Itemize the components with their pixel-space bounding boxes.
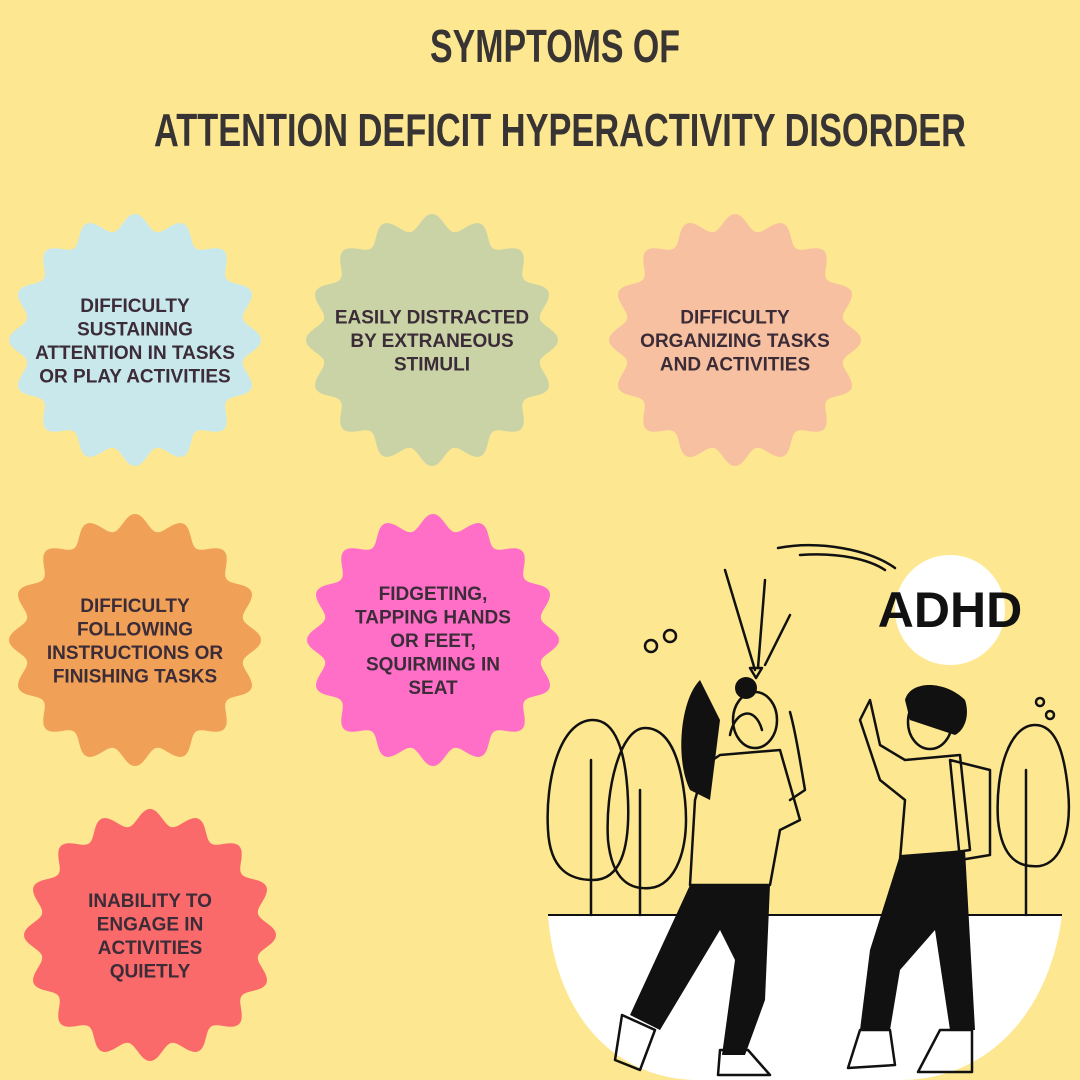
symptom-text: INABILITY TO ENGAGE IN ACTIVITIES QUIETLY [88, 891, 212, 983]
girl-head [731, 690, 779, 750]
stress-lines [723, 568, 792, 672]
symptom-line: ORGANIZING TASKS [640, 331, 830, 352]
symptom-line: AND ACTIVITIES [660, 355, 810, 376]
title-line: ATTENTION DEFICIT HYPERACTIVITY DISORDER [154, 104, 966, 156]
symptom-line: FIDGETING, [379, 584, 488, 605]
boy-backpack [948, 758, 992, 862]
symptom-bubble [9, 214, 261, 466]
symptom-bubble [306, 214, 558, 466]
symptom-text: EASILY DISTRACTED BY EXTRANEOUS STIMULI [335, 308, 529, 376]
symptom-line: INSTRUCTIONS OR [47, 643, 224, 664]
bubble-dot [1044, 709, 1056, 721]
girl-shoes [613, 1013, 772, 1077]
symptom-line: ENGAGE IN [97, 914, 204, 935]
girl-hair [681, 680, 720, 800]
girl-pants [630, 885, 770, 1055]
symptom-text: DIFFICULTY FOLLOWING INSTRUCTIONS OR FINISH… [47, 596, 224, 688]
symptom-line: DIFFICULTY [680, 308, 790, 329]
bubble-dot [643, 638, 659, 654]
symptom-line: DIFFICULTY [80, 296, 190, 317]
adhd-label: ADHD [878, 582, 1022, 638]
girl-arms [728, 710, 807, 802]
symptom-bubble [9, 514, 261, 766]
symptom-line: SUSTAINING [77, 319, 193, 340]
symptom-bubbles: DIFFICULTY SUSTAINING ATTENTION IN TASKS OR… [9, 214, 861, 1061]
bubble-dot [662, 628, 678, 644]
symptom-line: BY EXTRANEOUS [350, 331, 513, 352]
symptom-line: OR PLAY ACTIVITIES [39, 366, 230, 387]
symptom-line: DIFFICULTY [80, 596, 190, 617]
tree [996, 723, 1071, 868]
symptom-line: TAPPING HANDS [355, 608, 511, 629]
symptom-line: QUIETLY [110, 961, 191, 982]
symptom-line: STIMULI [394, 355, 470, 376]
tree [606, 726, 688, 890]
motion-line [776, 543, 897, 570]
title-line: SYMPTOMS OF [430, 20, 680, 72]
symptom-line: SQUIRMING IN [366, 655, 500, 676]
motion-line [798, 553, 887, 572]
label-circle [895, 555, 1005, 665]
bubble-dot [1034, 696, 1046, 708]
symptom-line: OR FEET, [390, 631, 476, 652]
symptom-line: FINISHING TASKS [53, 666, 217, 687]
symptom-line: ACTIVITIES [98, 938, 203, 959]
boy-shirt [858, 698, 972, 862]
symptom-text: DIFFICULTY ORGANIZING TASKS AND ACTIVITIES [640, 308, 830, 376]
illustration: ADHD [546, 543, 1071, 1080]
symptom-bubble [24, 809, 276, 1061]
boy-pants [860, 850, 975, 1030]
symptom-line: FOLLOWING [77, 619, 193, 640]
tree [546, 718, 630, 882]
boy-shoes [846, 1028, 974, 1074]
stress-mark [748, 666, 764, 680]
symptom-line: EASILY DISTRACTED [335, 308, 529, 329]
symptom-text: DIFFICULTY SUSTAINING ATTENTION IN TASKS OR… [35, 296, 235, 388]
symptom-text: FIDGETING, TAPPING HANDS OR FEET, SQUIRMING… [355, 584, 511, 699]
symptom-bubble [609, 214, 861, 466]
symptom-line: ATTENTION IN TASKS [35, 343, 235, 364]
symptom-line: INABILITY TO [88, 891, 212, 912]
boy-head [906, 693, 954, 751]
symptom-bubble [307, 514, 559, 766]
symptom-line: SEAT [408, 678, 458, 699]
